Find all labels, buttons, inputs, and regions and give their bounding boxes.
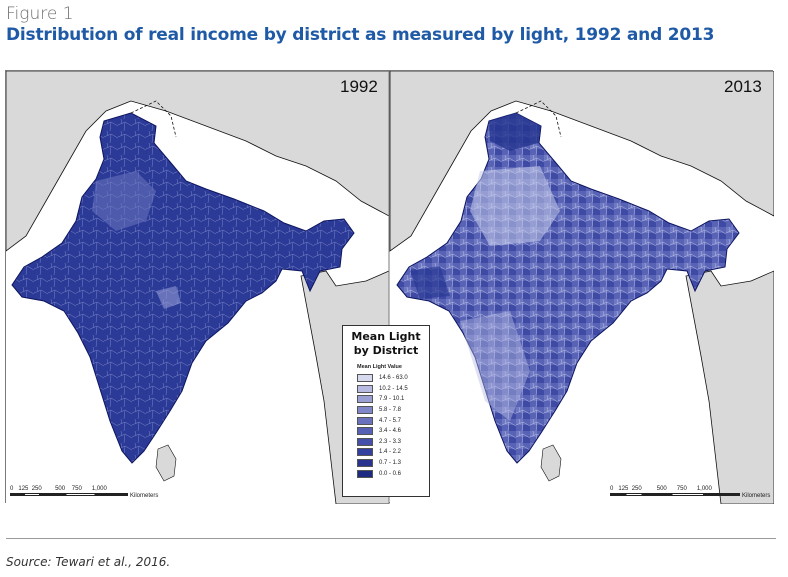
map-panel-1992 [6,71,390,504]
legend-swatch [357,448,373,457]
map-panel-2013 [389,71,774,504]
legend-label: 14.6 - 63.0 [379,375,408,382]
legend-item: 3.4 - 4.6 [357,426,429,437]
scale-unit-1992: Kilometers [130,493,159,499]
legend-swatch [357,374,373,383]
sri-lanka [540,444,562,482]
legend-label: 3.4 - 4.6 [379,428,402,435]
legend-item: 2.3 - 3.3 [357,437,429,448]
scale-bar-1992 [10,493,128,496]
legend-label: 1.4 - 2.2 [379,449,402,456]
legend-item: 5.8 - 7.8 [357,405,429,416]
legend-swatch [357,384,373,393]
sri-lanka [155,444,177,482]
figure-label: Figure 1 [6,4,74,24]
legend-item: 4.7 - 5.7 [357,415,429,426]
source-divider [6,538,776,539]
map-figure: 1992 2013 0 125 250 500 750 1,000 Kilome… [5,70,774,504]
legend-swatch [357,469,373,478]
legend-swatch [357,416,373,425]
legend-item: 1.4 - 2.2 [357,447,429,458]
legend-item: 14.6 - 63.0 [357,373,429,384]
legend-item: 7.9 - 10.1 [357,394,429,405]
legend-swatch [357,427,373,436]
scale-unit-2013: Kilometers [742,493,771,499]
legend-label: 7.9 - 10.1 [379,396,405,403]
legend-subtitle: Mean Light Value [357,364,402,370]
legend-swatch [357,406,373,415]
map-legend: Mean Light by District Mean Light Value … [342,325,430,497]
neighbour-land [6,71,390,252]
panel-year-1992: 1992 [340,77,378,96]
legend-label: 2.3 - 3.3 [379,438,402,445]
legend-swatch [357,437,373,446]
neighbour-land [389,71,774,252]
legend-label: 0.0 - 0.6 [379,470,402,477]
legend-label: 4.7 - 5.7 [379,417,402,424]
legend-item: 0.0 - 0.6 [357,468,429,479]
legend-item: 10.2 - 14.5 [357,384,429,395]
panel-year-2013: 2013 [724,77,762,96]
legend-entries: 14.6 - 63.0 10.2 - 14.5 7.9 - 10.1 5.8 - 7.… [343,373,429,479]
scale-ticks-2013: 0 125 250 500 750 1,000 [610,486,712,492]
scale-ticks-1992: 0 125 250 500 750 1,000 [10,486,107,492]
legend-label: 10.2 - 14.5 [379,385,408,392]
legend-label: 0.7 - 1.3 [379,460,402,467]
legend-label: 5.8 - 7.8 [379,407,402,414]
legend-swatch [357,395,373,404]
source-note: Source: Tewari et al., 2016. [6,555,171,569]
neighbour-land-east [685,270,774,504]
legend-swatch [357,459,373,468]
figure-title: Distribution of real income by district … [6,25,715,45]
legend-title: Mean Light by District [351,330,421,357]
scale-bar-2013 [610,493,740,496]
legend-item: 0.7 - 1.3 [357,458,429,469]
